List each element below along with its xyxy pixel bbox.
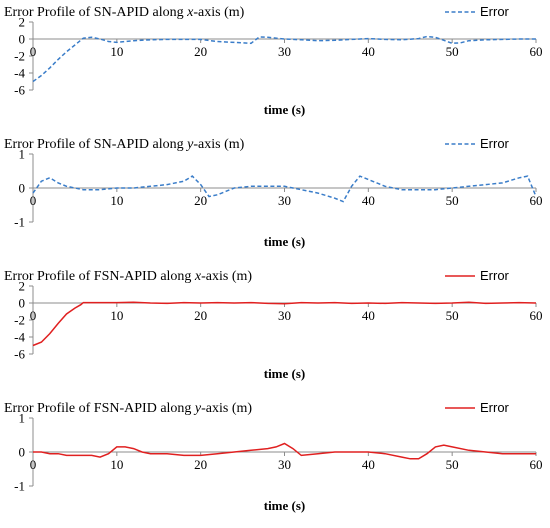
x-tick-label: 60 — [530, 44, 543, 59]
x-tick-label: 60 — [530, 193, 543, 208]
chart-1: Error Profile of SN-APID along y-axis (m… — [4, 136, 543, 249]
chart-title-prefix: Error Profile of SN-APID along — [4, 137, 187, 152]
x-tick-label: 40 — [362, 44, 375, 59]
x-tick-label: 60 — [530, 308, 543, 323]
chart-title-suffix: -axis (m) — [201, 269, 252, 284]
chart-2: Error Profile of FSN-APID along x-axis (… — [4, 268, 543, 381]
chart-title-prefix: Error Profile of SN-APID along — [4, 5, 187, 20]
y-tick-label: 0 — [19, 32, 26, 47]
y-tick-label: -2 — [14, 313, 25, 328]
y-tick-label: 1 — [19, 411, 26, 426]
x-tick-label: 30 — [278, 308, 291, 323]
y-tick-label: -2 — [14, 49, 25, 64]
chart-title-suffix: -axis (m) — [193, 137, 244, 152]
x-tick-label: 30 — [278, 457, 291, 472]
y-tick-label: -4 — [14, 330, 25, 345]
chart-title-prefix: Error Profile of FSN-APID along — [4, 269, 195, 284]
x-tick-label: 20 — [194, 44, 207, 59]
x-tick-label: 20 — [194, 457, 207, 472]
legend-label: Error — [480, 136, 510, 151]
y-tick-label: 0 — [19, 296, 26, 311]
x-tick-label: 0 — [30, 308, 37, 323]
x-axis-label: time (s) — [264, 498, 306, 513]
chart-title: Error Profile of FSN-APID along y-axis (… — [4, 401, 252, 416]
y-tick-label: 2 — [19, 15, 26, 30]
chart-title: Error Profile of SN-APID along y-axis (m… — [4, 137, 245, 152]
chart-title: Error Profile of FSN-APID along x-axis (… — [4, 269, 252, 284]
y-tick-label: -6 — [14, 347, 25, 362]
y-tick-label: -4 — [14, 66, 25, 81]
legend-label: Error — [480, 400, 510, 415]
x-tick-label: 20 — [194, 193, 207, 208]
chart-title-axis: x — [194, 269, 202, 284]
y-tick-label: 0 — [19, 181, 26, 196]
x-tick-label: 0 — [30, 44, 37, 59]
x-axis-label: time (s) — [264, 234, 306, 249]
chart-title-axis: y — [185, 137, 194, 152]
x-axis-label: time (s) — [264, 366, 306, 381]
chart-3: Error Profile of FSN-APID along y-axis (… — [4, 400, 543, 513]
chart-title-suffix: -axis (m) — [201, 401, 252, 416]
x-tick-label: 10 — [110, 193, 123, 208]
x-axis-label: time (s) — [264, 102, 306, 117]
x-tick-label: 10 — [110, 457, 123, 472]
x-tick-label: 30 — [278, 193, 291, 208]
x-tick-label: 0 — [30, 193, 37, 208]
x-tick-label: 20 — [194, 308, 207, 323]
chart-title-suffix: -axis (m) — [193, 5, 244, 20]
x-tick-label: 60 — [530, 457, 543, 472]
x-tick-label: 40 — [362, 193, 375, 208]
x-tick-label: 50 — [446, 308, 459, 323]
y-tick-label: 1 — [19, 147, 26, 162]
x-tick-label: 30 — [278, 44, 291, 59]
chart-title-axis: x — [186, 5, 194, 20]
series-line-0 — [33, 442, 536, 460]
y-tick-label: -6 — [14, 83, 25, 98]
y-tick-label: 0 — [19, 445, 26, 460]
x-tick-label: 50 — [446, 457, 459, 472]
x-tick-label: 10 — [110, 44, 123, 59]
chart-title-prefix: Error Profile of FSN-APID along — [4, 401, 195, 416]
x-tick-label: 40 — [362, 308, 375, 323]
legend-label: Error — [480, 268, 510, 283]
x-tick-label: 50 — [446, 193, 459, 208]
chart-title: Error Profile of SN-APID along x-axis (m… — [4, 5, 245, 20]
x-tick-label: 0 — [30, 457, 37, 472]
series-line-0 — [32, 301, 537, 347]
chart-title-axis: y — [193, 401, 202, 416]
x-tick-label: 50 — [446, 44, 459, 59]
legend-label: Error — [480, 4, 510, 19]
y-tick-label: -1 — [14, 479, 25, 494]
x-tick-label: 10 — [110, 308, 123, 323]
y-tick-label: 2 — [19, 279, 26, 294]
x-tick-label: 40 — [362, 457, 375, 472]
chart-0: Error Profile of SN-APID along x-axis (m… — [4, 4, 543, 117]
series-line-0 — [32, 175, 537, 203]
y-tick-label: -1 — [14, 215, 25, 230]
